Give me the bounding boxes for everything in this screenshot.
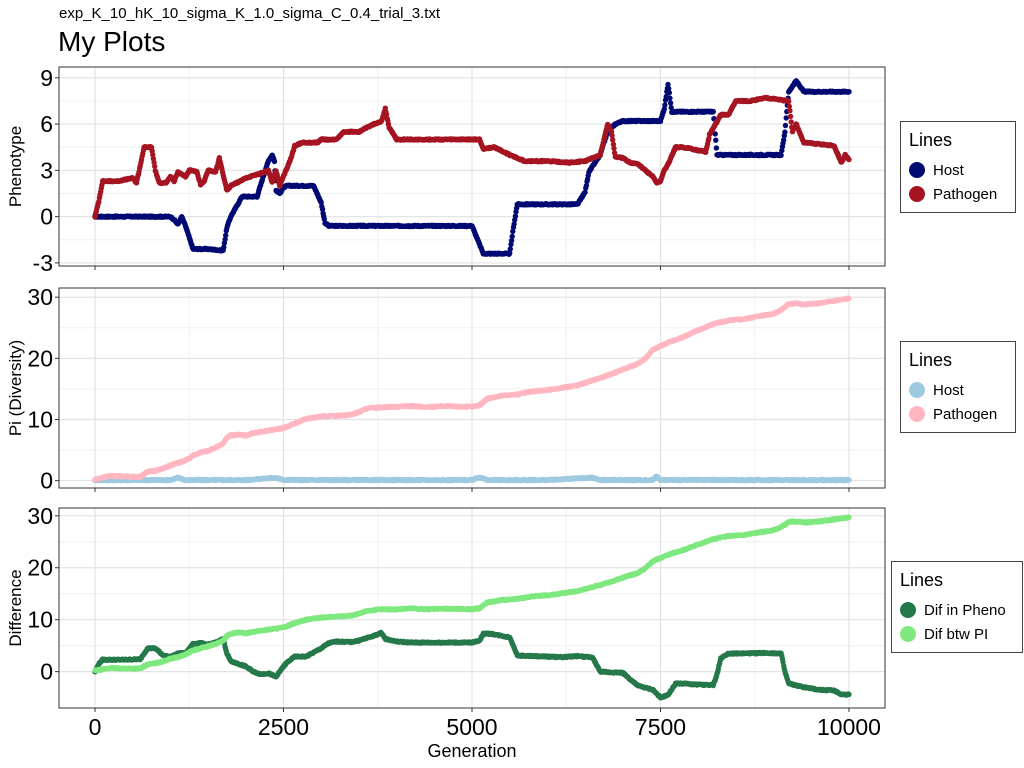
data-point (782, 122, 789, 129)
series-pathogen (92, 94, 852, 220)
series-host (92, 78, 852, 257)
data-point (222, 236, 228, 243)
y-tick-label: 0 (40, 204, 53, 230)
chart-subtitle: exp_K_10_hK_10_sigma_K_1.0_sigma_C_0.4_t… (59, 5, 441, 22)
data-point (666, 90, 672, 96)
data-point (509, 233, 515, 240)
data-point (846, 156, 852, 163)
data-point (668, 104, 674, 111)
data-point (713, 137, 719, 143)
y-tick-label: 3 (40, 157, 53, 183)
data-point (662, 102, 668, 108)
data-point (507, 250, 513, 256)
data-point (667, 100, 674, 106)
data-point (512, 213, 519, 219)
data-point (223, 232, 229, 238)
y-tick-label: -3 (33, 250, 53, 276)
data-point (782, 129, 788, 135)
data-point (781, 137, 787, 143)
data-point (710, 108, 716, 115)
y-tick-label: 9 (40, 65, 53, 91)
data-point (321, 216, 327, 222)
data-point (271, 158, 278, 165)
data-point (507, 246, 513, 252)
data-point (666, 85, 672, 92)
data-point (846, 477, 852, 483)
chart-title: My Plots (58, 26, 166, 57)
data-point (713, 145, 720, 151)
data-point (221, 244, 227, 250)
data-point (661, 106, 667, 112)
panel-1: -3 0 3 6 9 Phenotype (6, 65, 886, 276)
data-point (665, 81, 671, 88)
data-point (787, 113, 794, 120)
data-point (508, 237, 515, 244)
data-point (846, 89, 852, 95)
data-point (778, 152, 784, 158)
data-point (783, 115, 789, 121)
data-point (788, 119, 794, 125)
data-point (583, 182, 590, 189)
data-point (787, 108, 793, 114)
data-point (667, 95, 673, 101)
data-point (152, 163, 158, 170)
y-tick-label: 6 (40, 111, 53, 137)
data-point (510, 228, 516, 234)
data-point (511, 221, 517, 227)
y-axis-label: Phenotype (6, 126, 25, 207)
data-point (786, 98, 792, 105)
data-point (582, 189, 588, 196)
data-point (319, 206, 326, 212)
